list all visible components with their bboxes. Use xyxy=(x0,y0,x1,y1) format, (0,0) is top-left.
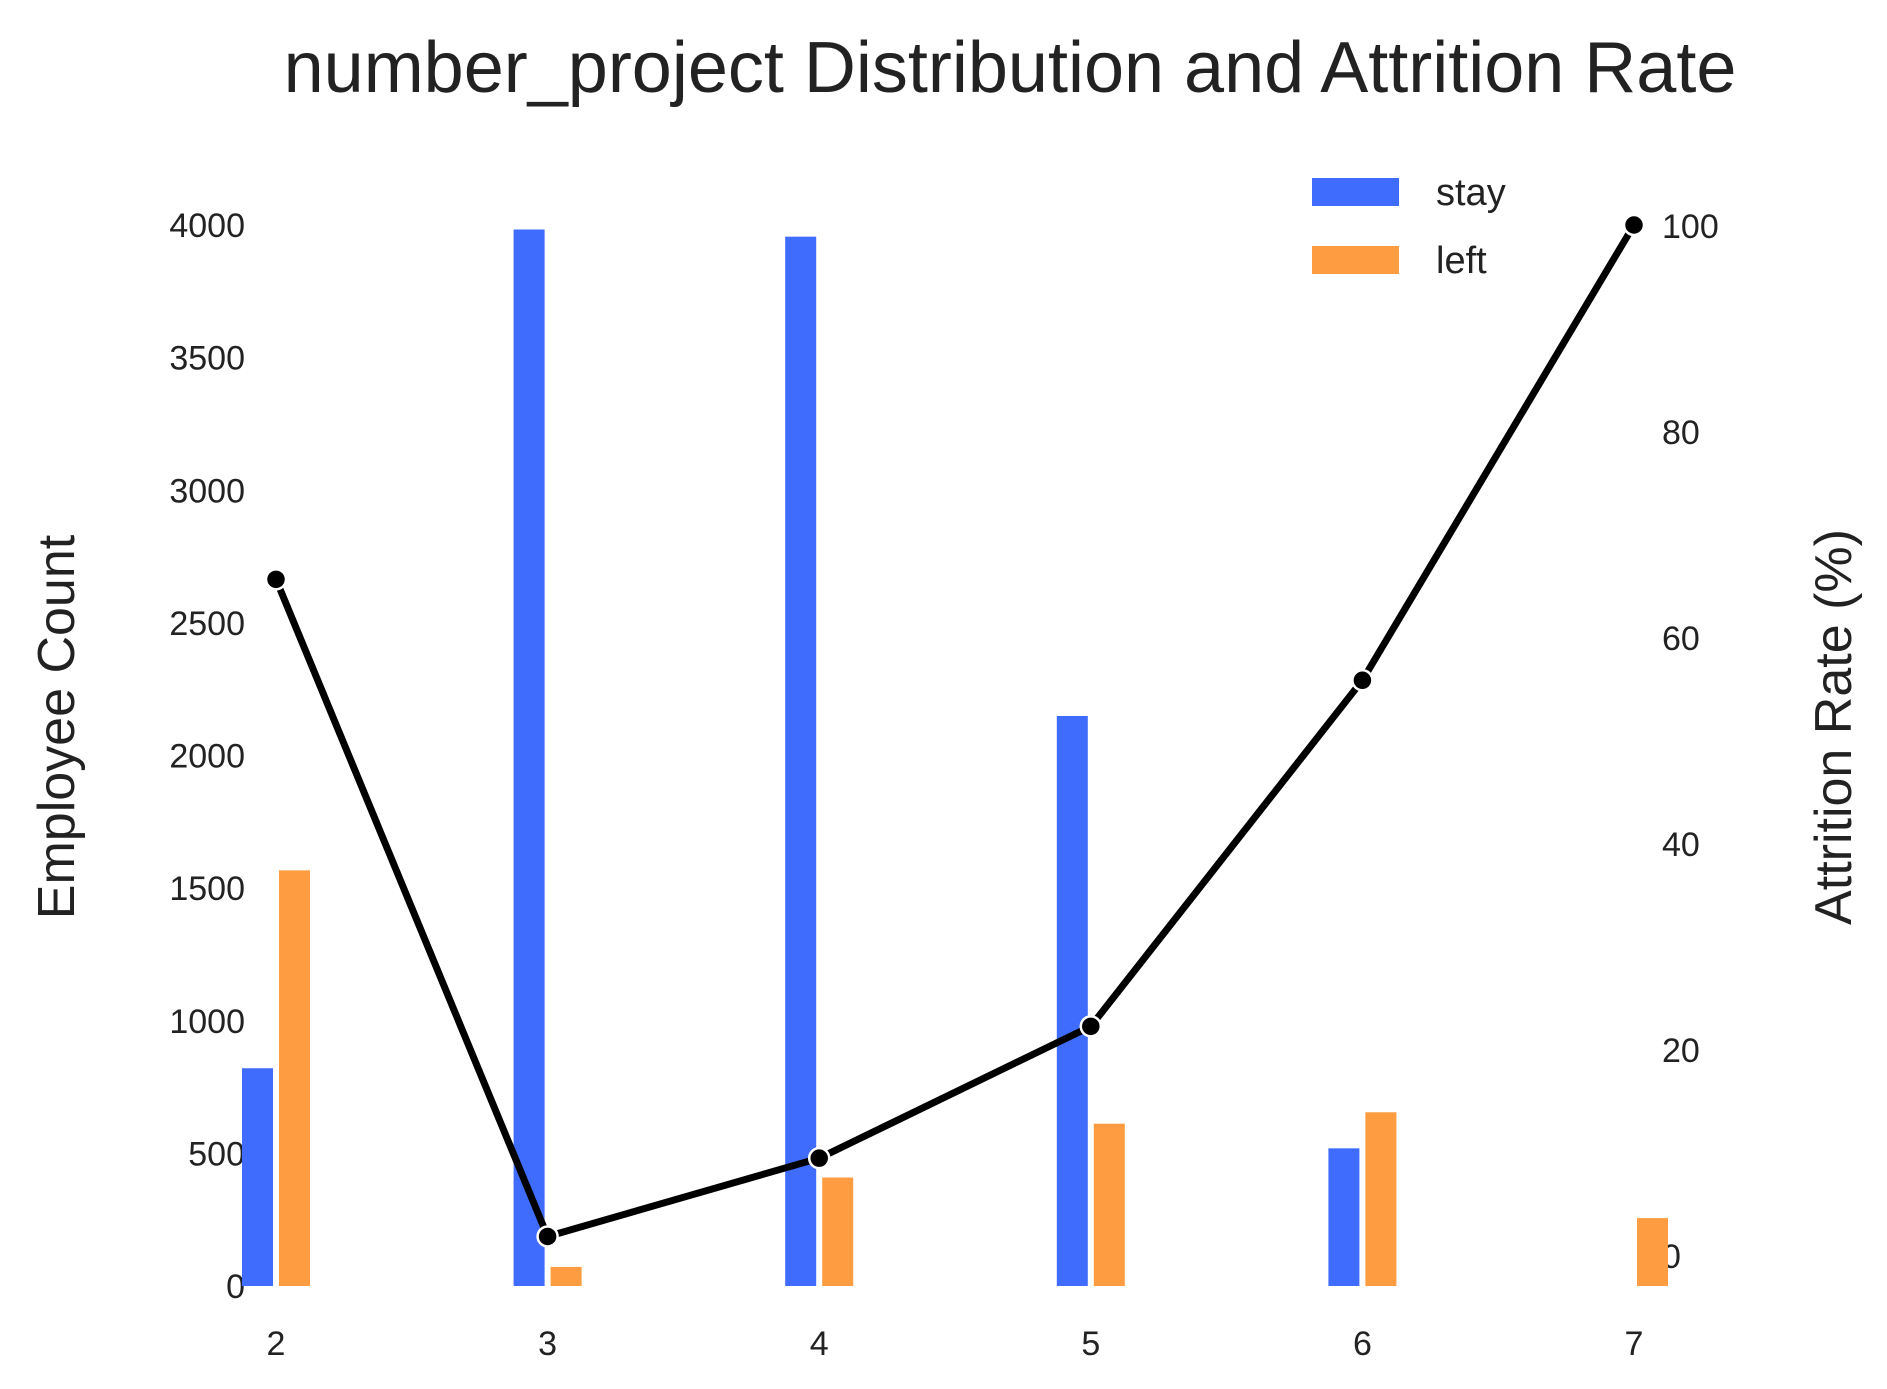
y-axis-label: Employee Count xyxy=(28,534,86,919)
attrition-rate-point xyxy=(264,568,288,591)
attrition-rate-line xyxy=(272,221,1638,1240)
y-tick-label: 3500 xyxy=(169,340,245,378)
y-tick-label: 0 xyxy=(226,1268,245,1306)
bar-stay xyxy=(1328,1148,1360,1286)
bar-stay xyxy=(242,1068,273,1286)
legend-swatch-stay xyxy=(1312,178,1399,206)
bar-left xyxy=(1365,1112,1397,1286)
legend: stay left xyxy=(1312,172,1506,282)
bar-left xyxy=(279,870,310,1286)
x-tick-label: 7 xyxy=(1625,1325,1644,1363)
chart-title: number_project Distribution and Attritio… xyxy=(284,28,1737,108)
attrition-rate-point xyxy=(1079,1015,1103,1038)
bar-stay xyxy=(513,229,545,1286)
y-tick-label: 1000 xyxy=(169,1003,245,1041)
legend-label-stay: stay xyxy=(1436,172,1506,214)
x-tick-label: 5 xyxy=(1081,1325,1100,1363)
y2-axis-label: Attrition Rate (%) xyxy=(1805,529,1863,925)
x-tick-label: 6 xyxy=(1353,1325,1372,1363)
y-axis-ticks: 0 500 1000 1500 2000 2500 3000 3500 4000 xyxy=(169,207,245,1306)
bar-left xyxy=(550,1266,582,1286)
y-tick-label: 4000 xyxy=(169,207,245,245)
bar-left xyxy=(1093,1123,1125,1286)
x-tick-label: 4 xyxy=(810,1325,829,1363)
y-tick-label: 500 xyxy=(188,1135,245,1173)
y2-tick-label: 20 xyxy=(1662,1032,1700,1070)
y-tick-label: 2000 xyxy=(169,738,245,776)
y2-tick-label: 80 xyxy=(1662,414,1700,452)
attrition-line-layer xyxy=(264,213,1646,1248)
legend-swatch-left xyxy=(1312,246,1399,274)
x-tick-label: 3 xyxy=(538,1325,557,1363)
attrition-rate-point xyxy=(807,1146,831,1170)
bars xyxy=(242,229,1668,1286)
attrition-rate-point xyxy=(1622,213,1646,237)
attrition-rate-point xyxy=(1351,669,1374,692)
y-tick-label: 3000 xyxy=(169,472,245,510)
y2-tick-label: 60 xyxy=(1662,620,1700,658)
y-tick-label: 2500 xyxy=(169,605,245,643)
y2-tick-label: 100 xyxy=(1662,208,1719,246)
bar-stay xyxy=(1056,715,1088,1286)
y-tick-label: 1500 xyxy=(169,870,245,908)
y2-tick-label: 40 xyxy=(1662,826,1700,864)
bar-stay xyxy=(785,236,817,1286)
x-tick-label: 2 xyxy=(267,1325,286,1363)
attrition-rate-point xyxy=(536,1225,559,1248)
bar-left xyxy=(822,1177,854,1286)
bar-left xyxy=(1637,1218,1668,1286)
legend-label-left: left xyxy=(1436,240,1487,282)
x-axis-ticks: 2 3 4 5 6 7 xyxy=(267,1325,1644,1363)
